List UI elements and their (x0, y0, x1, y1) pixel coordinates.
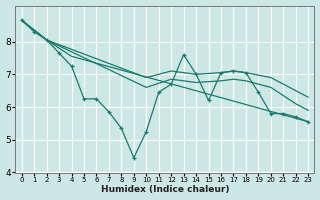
X-axis label: Humidex (Indice chaleur): Humidex (Indice chaleur) (101, 185, 229, 194)
